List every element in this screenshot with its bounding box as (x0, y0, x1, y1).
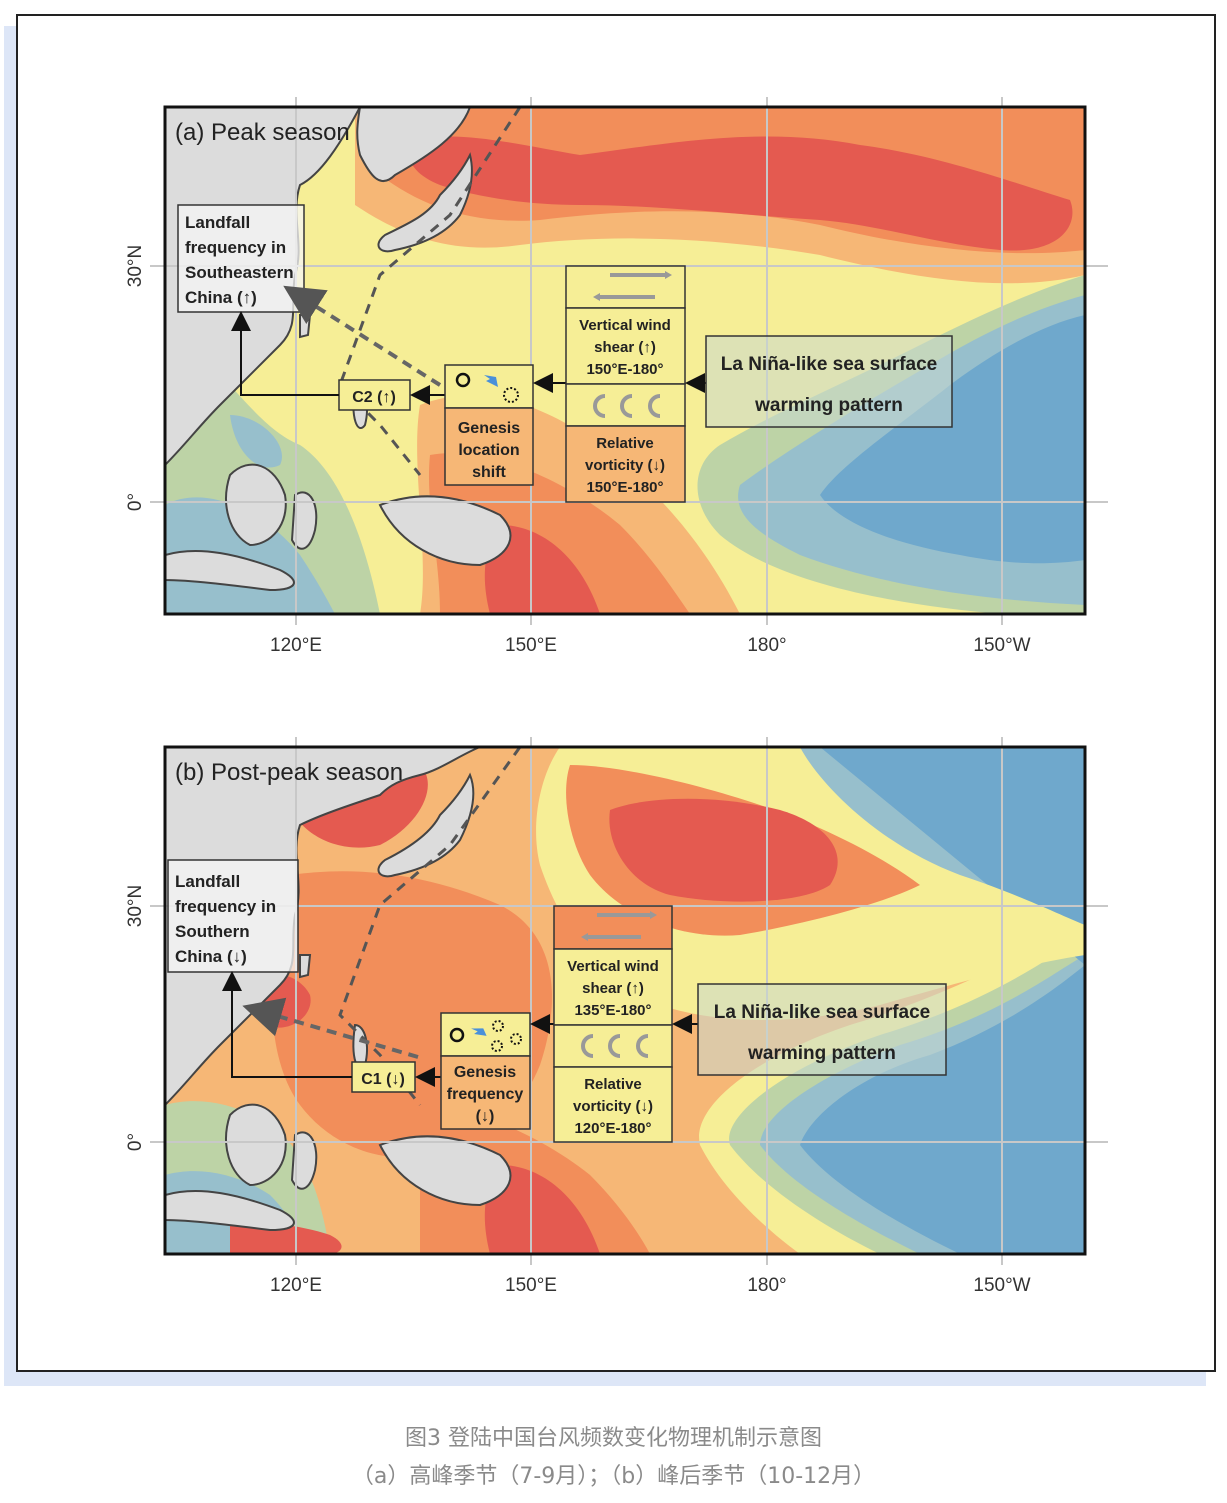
lanina-line-1: La Niña-like sea surface (721, 354, 938, 375)
track-arrow (242, 997, 419, 1059)
lon-label-120e: 120°E (270, 1275, 322, 1296)
shear-line-2: shear (↑) (594, 339, 656, 356)
shear-line-1: Vertical wind (579, 317, 671, 334)
dashed-circles-icon (491, 1020, 522, 1052)
genesis-line-1: Genesis (458, 420, 520, 437)
panel-a: (a) Peak season 120°E 150°E 180° 150°W 3… (0, 85, 1227, 685)
lon-label-180: 180° (747, 1275, 786, 1296)
panel-title: (b) Post-peak season (175, 759, 403, 786)
genesis-line-1: Genesis (454, 1064, 516, 1081)
shift-arrow-icon (471, 1028, 487, 1036)
shear-vorticity-box: Vertical wind shear (↑) 135°E-180° Relat… (553, 905, 673, 1143)
vorticity-icons (593, 394, 661, 418)
vorticity-line-2: vorticity (↓) (585, 457, 665, 474)
landfall-line-2: frequency in (175, 897, 276, 916)
panel-a-svg: (a) Peak season 120°E 150°E 180° 150°W 3… (125, 97, 1108, 656)
lanina-box: La Niña-like sea surface warming pattern (705, 335, 953, 428)
cluster-label: C1 (↓) (361, 1071, 405, 1088)
lat-label-0: 0° (125, 493, 146, 511)
panel-b-map (165, 747, 1085, 1254)
genesis-box: Genesis location shift (444, 364, 534, 486)
shift-arrow-icon (484, 375, 498, 387)
shear-line-1: Vertical wind (567, 958, 659, 975)
shear-line-2: shear (↑) (582, 980, 644, 997)
caption-title: 图3 登陆中国台风频数变化物理机制示意图 (405, 1426, 822, 1451)
lat-label-30n: 30°N (125, 245, 146, 287)
shear-line-3: 150°E-180° (586, 361, 663, 378)
genesis-circle-icon (455, 372, 471, 388)
panel-b-svg: (b) Post-peak season 120°E 150°E 180° 15… (125, 737, 1108, 1296)
genesis-circle-icon (449, 1027, 465, 1043)
connector-c1-landfall (222, 971, 352, 1078)
cluster-box: C1 (↓) (351, 1061, 416, 1093)
lat-label-30n: 30°N (125, 885, 146, 927)
genesis-line-2: frequency (447, 1086, 524, 1103)
genesis-line-2: location (458, 442, 519, 459)
landfall-line-4: China (↓) (175, 947, 247, 966)
lon-label-180: 180° (747, 635, 786, 656)
lanina-line-1: La Niña-like sea surface (714, 1002, 931, 1023)
landfall-box: Landfall frequency in Southern China (↓) (167, 859, 299, 973)
genesis-line-3: shift (472, 464, 506, 481)
lon-label-150e: 150°E (505, 635, 557, 656)
track-arrow (283, 285, 442, 387)
lon-label-150w: 150°W (973, 1275, 1030, 1296)
vorticity-icons (581, 1034, 649, 1058)
landfall-line-3: Southeastern (185, 263, 294, 282)
dashed-circle-icon (503, 387, 519, 403)
lanina-line-2: warming pattern (754, 395, 903, 416)
vorticity-line-1: Relative (596, 435, 654, 452)
vorticity-line-3: 150°E-180° (586, 479, 663, 496)
lon-label-150e: 150°E (505, 1275, 557, 1296)
map-border (163, 105, 1087, 616)
caption-subtitle: （a）高峰季节（7-9月）；（b）峰后季节（10-12月） (351, 1464, 876, 1489)
lanina-line-2: warming pattern (747, 1043, 896, 1064)
lat-label-0: 0° (125, 1133, 146, 1151)
connector-c2-landfall (231, 311, 339, 396)
shear-line-3: 135°E-180° (574, 1002, 651, 1019)
landfall-line-1: Landfall (175, 872, 240, 891)
landfall-line-3: Southern (175, 922, 250, 941)
cluster-box: C2 (↑) (338, 379, 411, 411)
panel-title: (a) Peak season (175, 119, 350, 146)
vorticity-line-1: Relative (584, 1076, 642, 1093)
landfall-line-1: Landfall (185, 213, 250, 232)
lon-label-150w: 150°W (973, 635, 1030, 656)
map-border (163, 745, 1087, 1256)
landfall-box: Landfall frequency in Southeastern China… (177, 204, 305, 313)
panel-b: (b) Post-peak season 120°E 150°E 180° 15… (0, 725, 1227, 1325)
landfall-line-2: frequency in (185, 238, 286, 257)
landfall-line-4: China (↑) (185, 288, 257, 307)
lon-label-120e: 120°E (270, 635, 322, 656)
genesis-box: Genesis frequency (↓) (440, 1012, 531, 1130)
genesis-line-3: (↓) (476, 1108, 495, 1125)
shear-vorticity-box: Vertical wind shear (↑) 150°E-180° Relat… (565, 265, 686, 503)
vorticity-line-3: 120°E-180° (574, 1120, 651, 1137)
cluster-label: C2 (↑) (352, 389, 396, 406)
lanina-box: La Niña-like sea surface warming pattern (697, 983, 947, 1076)
vorticity-line-2: vorticity (↓) (573, 1098, 653, 1115)
